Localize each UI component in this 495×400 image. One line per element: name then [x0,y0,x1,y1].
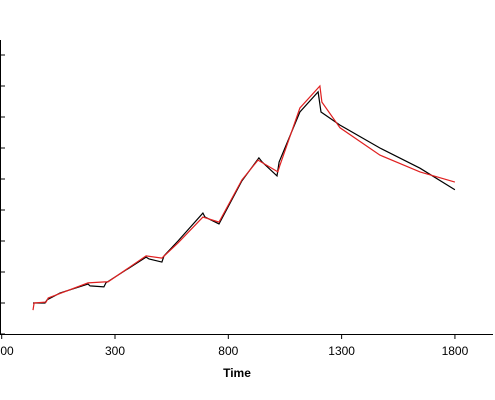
data-line [32,84,456,311]
data-line [33,90,456,304]
x-axis-label: Time [223,366,251,380]
x-tick-label: 1800 [442,344,469,358]
x-tick-label: -200 [0,344,14,358]
x-tick-label: 800 [218,344,238,358]
x-tick-label: 1300 [328,344,355,358]
x-tick-label: 300 [105,344,125,358]
